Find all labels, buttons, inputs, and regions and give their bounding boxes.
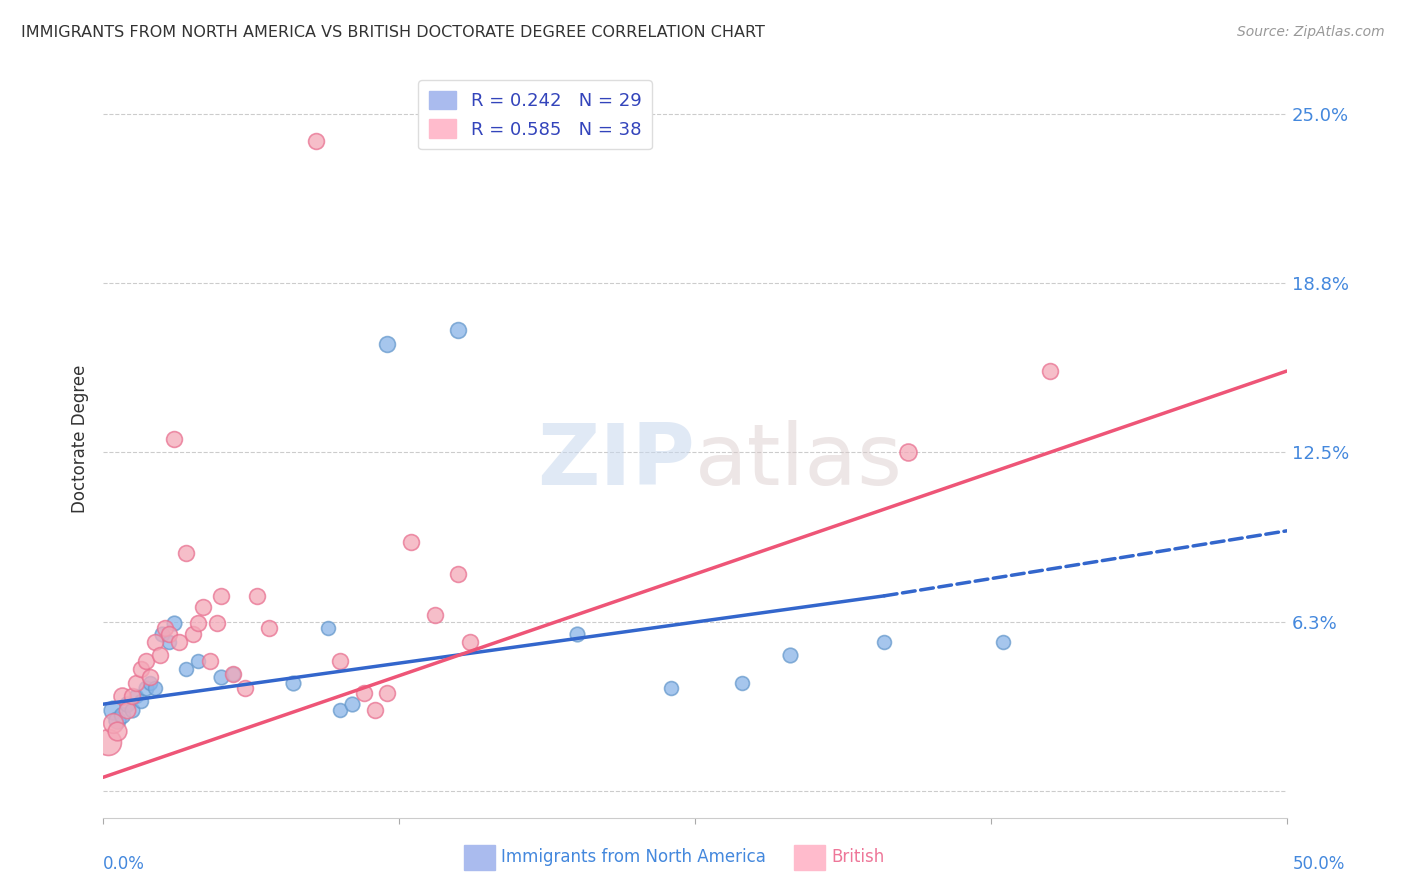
Point — [211, 589, 233, 603]
Legend: R = 0.242   N = 29, R = 0.585   N = 38: R = 0.242 N = 29, R = 0.585 N = 38 — [418, 80, 652, 149]
Point — [111, 689, 134, 703]
Point — [897, 445, 920, 459]
Point — [246, 589, 269, 603]
Point — [1039, 364, 1062, 378]
Point — [174, 662, 197, 676]
Point — [121, 703, 143, 717]
Point — [447, 323, 470, 337]
Point — [121, 689, 143, 703]
Point — [233, 681, 256, 695]
Point — [375, 337, 398, 351]
Point — [101, 716, 124, 731]
Text: IMMIGRANTS FROM NORTH AMERICA VS BRITISH DOCTORATE DEGREE CORRELATION CHART: IMMIGRANTS FROM NORTH AMERICA VS BRITISH… — [21, 25, 765, 40]
Point — [205, 615, 228, 630]
Point — [565, 626, 588, 640]
Point — [329, 654, 352, 668]
Point — [187, 615, 209, 630]
Point — [305, 134, 328, 148]
Point — [167, 635, 190, 649]
Point — [101, 703, 124, 717]
Point — [731, 675, 754, 690]
Text: ZIP: ZIP — [537, 420, 695, 503]
Point — [375, 686, 398, 700]
Point — [423, 607, 446, 622]
Text: Immigrants from North America: Immigrants from North America — [501, 848, 765, 866]
Point — [257, 621, 280, 635]
Point — [115, 703, 138, 717]
Point — [125, 675, 148, 690]
Point — [447, 567, 470, 582]
Point — [129, 694, 152, 708]
Point — [111, 708, 134, 723]
Text: 0.0%: 0.0% — [103, 855, 145, 872]
Point — [340, 697, 363, 711]
Point — [399, 534, 422, 549]
Point — [163, 432, 186, 446]
Point — [149, 648, 172, 663]
Point — [659, 681, 682, 695]
Point — [211, 670, 233, 684]
Point — [157, 626, 180, 640]
Text: British: British — [831, 848, 884, 866]
Point — [187, 654, 209, 668]
Point — [329, 703, 352, 717]
Text: atlas: atlas — [695, 420, 903, 503]
Point — [139, 670, 162, 684]
Point — [316, 621, 339, 635]
Point — [991, 635, 1014, 649]
Point — [115, 697, 138, 711]
Point — [873, 635, 896, 649]
Text: Source: ZipAtlas.com: Source: ZipAtlas.com — [1237, 25, 1385, 39]
Point — [105, 714, 128, 728]
Point — [779, 648, 801, 663]
Point — [105, 724, 128, 739]
Point — [153, 621, 176, 635]
Point — [191, 599, 214, 614]
Point — [97, 735, 120, 749]
Point — [129, 662, 152, 676]
Point — [143, 681, 166, 695]
Point — [139, 675, 162, 690]
Point — [353, 686, 375, 700]
Point — [364, 703, 387, 717]
Point — [458, 635, 481, 649]
Point — [174, 545, 197, 559]
Point — [150, 626, 173, 640]
Point — [222, 667, 245, 681]
Point — [198, 654, 221, 668]
Point — [135, 654, 157, 668]
Point — [157, 635, 180, 649]
Point — [143, 635, 166, 649]
Point — [181, 626, 204, 640]
Point — [125, 689, 148, 703]
Point — [281, 675, 304, 690]
Point — [222, 667, 245, 681]
Point — [135, 681, 157, 695]
Text: 50.0%: 50.0% — [1294, 855, 1346, 872]
Y-axis label: Doctorate Degree: Doctorate Degree — [72, 365, 89, 513]
Point — [163, 615, 186, 630]
